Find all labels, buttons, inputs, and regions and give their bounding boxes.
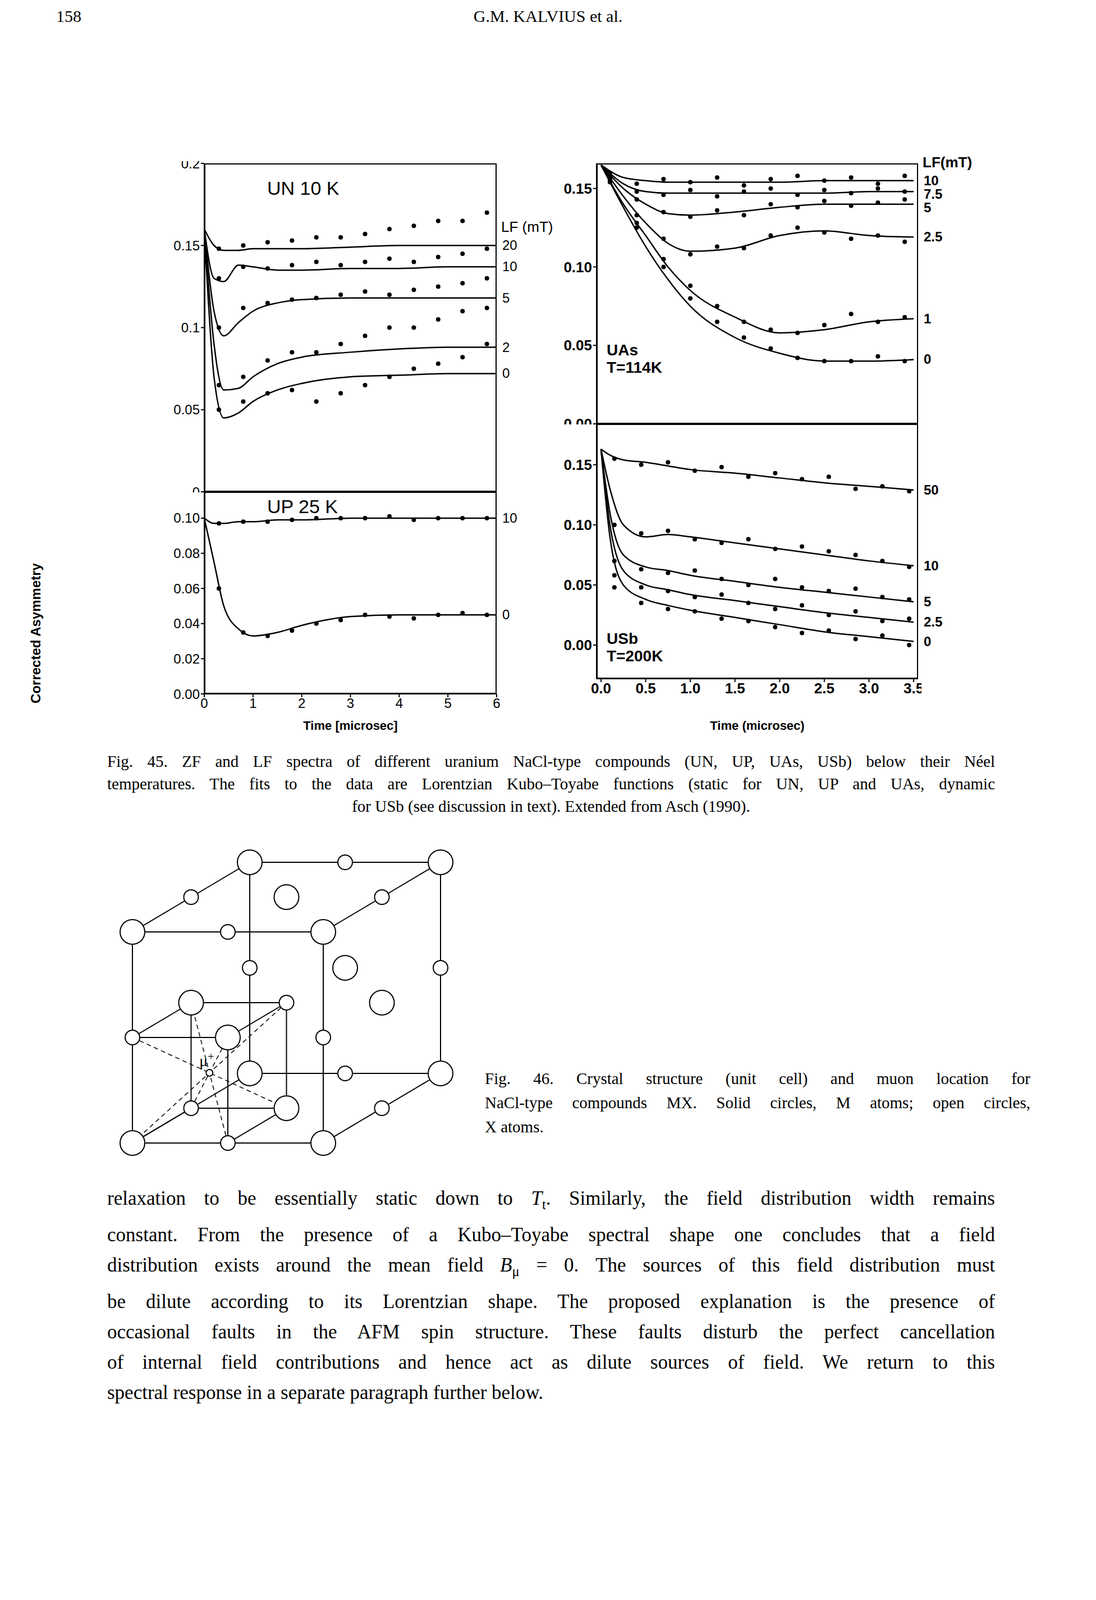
svg-text:0.08: 0.08 bbox=[173, 545, 200, 561]
svg-text:4: 4 bbox=[395, 695, 403, 711]
html-text:of internal field contribution: of internal field contributions and henc… bbox=[107, 1350, 995, 1373]
html-text:temperatures. The fits to the: temperatures. The fits to the data are L… bbox=[107, 774, 995, 793]
html-text:0: 0 bbox=[923, 351, 932, 367]
html-text:Time [microsec]: Time [microsec] bbox=[303, 718, 398, 733]
html-text:0: 0 bbox=[502, 365, 510, 381]
html-text:5: 5 bbox=[923, 199, 932, 215]
svg-text:0.05: 0.05 bbox=[173, 401, 200, 417]
html-text:Time (microsec): Time (microsec) bbox=[710, 718, 805, 733]
html-text:Corrected Asymmetry: Corrected Asymmetry bbox=[28, 562, 44, 704]
svg-text:3.5: 3.5 bbox=[903, 679, 922, 697]
svg-text:μ+: μ+ bbox=[199, 1049, 214, 1070]
html-text:5: 5 bbox=[502, 290, 510, 306]
svg-text:0.1: 0.1 bbox=[181, 319, 200, 336]
svg-text:0.10: 0.10 bbox=[563, 258, 593, 276]
html-text:50: 50 bbox=[923, 481, 939, 498]
html-text:constant. From the presence of: constant. From the presence of a Kubo–To… bbox=[107, 1223, 995, 1246]
svg-text:0.2: 0.2 bbox=[181, 161, 200, 172]
html-text:T=200K: T=200K bbox=[606, 646, 663, 665]
svg-text:0.00: 0.00 bbox=[173, 686, 200, 702]
html-text:LF(mT): LF(mT) bbox=[922, 153, 973, 171]
html-text:2: 2 bbox=[502, 339, 510, 355]
svg-text:0.04: 0.04 bbox=[173, 615, 200, 631]
html-text:0: 0 bbox=[502, 606, 510, 622]
html-text:7.5: 7.5 bbox=[923, 186, 943, 202]
html-text:distribution exists around the: distribution exists around the mean fiel… bbox=[107, 1253, 995, 1279]
html-text:for USb (see discussion in tex: for USb (see discussion in text). Extend… bbox=[351, 796, 751, 815]
svg-text:0.5: 0.5 bbox=[635, 679, 656, 697]
html-text:Fig. 46. Crystal structure (un: Fig. 46. Crystal structure (unit cell) a… bbox=[484, 1069, 1031, 1088]
html-text:relaxation to be essentially s: relaxation to be essentially static down… bbox=[107, 1186, 995, 1212]
html-text:10: 10 bbox=[502, 510, 518, 526]
svg-text:5: 5 bbox=[443, 695, 452, 711]
svg-text:0.02: 0.02 bbox=[173, 650, 200, 667]
svg-text:2.0: 2.0 bbox=[769, 679, 790, 697]
html-text:occasional faults in the AFM s: occasional faults in the AFM spin struct… bbox=[107, 1320, 995, 1343]
svg-text:0.15: 0.15 bbox=[563, 456, 593, 474]
html-text:T=114K: T=114K bbox=[606, 358, 663, 376]
html-text:X atoms.: X atoms. bbox=[484, 1117, 544, 1136]
svg-text:0.10: 0.10 bbox=[173, 510, 200, 526]
svg-text:0: 0 bbox=[192, 484, 200, 493]
svg-text:0.0: 0.0 bbox=[590, 679, 612, 697]
html-text:10: 10 bbox=[923, 557, 939, 573]
html-text:2.5: 2.5 bbox=[923, 229, 943, 245]
svg-text:0.00: 0.00 bbox=[563, 636, 593, 654]
html-text:0: 0 bbox=[923, 633, 932, 649]
html-text:UAs: UAs bbox=[606, 341, 639, 359]
html-text:NaCl-type compounds MX. Solid: NaCl-type compounds MX. Solid circles, M… bbox=[484, 1093, 1031, 1112]
svg-text:0.15: 0.15 bbox=[563, 180, 593, 197]
svg-text:1: 1 bbox=[249, 695, 257, 711]
html-text:2.5: 2.5 bbox=[923, 614, 943, 630]
html-text:be dilute according to its Lor: be dilute according to its Lorentzian sh… bbox=[107, 1290, 995, 1313]
svg-text:1.0: 1.0 bbox=[680, 679, 701, 697]
html-text:LF (mT): LF (mT) bbox=[501, 218, 553, 236]
html-text:20: 20 bbox=[502, 237, 518, 253]
html-text:USb: USb bbox=[606, 629, 639, 648]
svg-text:0.00: 0.00 bbox=[563, 415, 593, 425]
html-text:spectral response in a separat: spectral response in a separate paragrap… bbox=[107, 1381, 544, 1403]
svg-text:2.5: 2.5 bbox=[814, 679, 835, 697]
html-text:5: 5 bbox=[923, 593, 932, 609]
html-text:UP 25 K: UP 25 K bbox=[267, 495, 338, 517]
svg-text:3.0: 3.0 bbox=[858, 679, 879, 697]
html-text:UN 10 K: UN 10 K bbox=[267, 177, 340, 199]
html-text:10: 10 bbox=[502, 258, 518, 275]
svg-text:0.05: 0.05 bbox=[563, 576, 593, 594]
html-text:G.M. KALVIUS et al.: G.M. KALVIUS et al. bbox=[473, 6, 623, 26]
html-text:10: 10 bbox=[923, 172, 939, 188]
svg-text:0: 0 bbox=[200, 695, 208, 711]
svg-text:3: 3 bbox=[346, 695, 355, 711]
html-text:158: 158 bbox=[56, 6, 82, 26]
svg-text:1.5: 1.5 bbox=[725, 679, 746, 697]
html-text:1: 1 bbox=[923, 310, 932, 326]
svg-text:0.15: 0.15 bbox=[173, 237, 200, 254]
svg-text:0.06: 0.06 bbox=[173, 580, 200, 596]
svg-text:0.05: 0.05 bbox=[563, 336, 593, 354]
svg-text:2: 2 bbox=[297, 695, 306, 711]
svg-text:0.10: 0.10 bbox=[563, 516, 593, 534]
html-text:Fig. 45. ZF and LF spectra of: Fig. 45. ZF and LF spectra of different … bbox=[107, 751, 995, 770]
svg-text:6: 6 bbox=[492, 695, 501, 711]
